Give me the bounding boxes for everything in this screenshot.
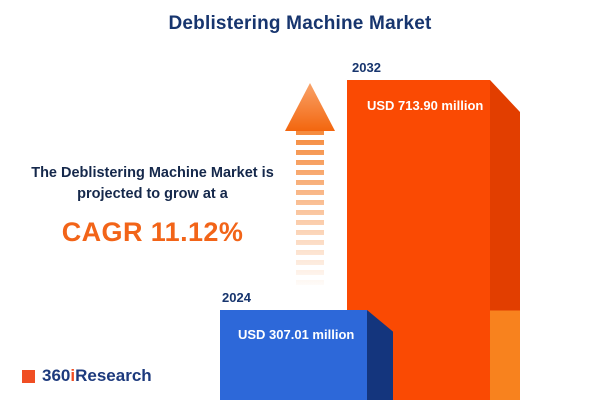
bar-2032-side-face xyxy=(490,80,520,400)
logo: 360iResearch xyxy=(22,366,152,386)
logo-text: 360iResearch xyxy=(42,366,152,386)
chart-title: Deblistering Machine Market xyxy=(168,13,432,34)
annotation-line-2: projected to grow at a xyxy=(77,186,228,203)
logo-text-prefix: 360 xyxy=(42,366,71,385)
annotation-block: The Deblistering Machine Market is proje… xyxy=(15,163,290,252)
growth-arrow-icon xyxy=(285,83,335,131)
logo-text-suffix: Research xyxy=(75,366,152,385)
annotation-line-1: The Deblistering Machine Market is xyxy=(31,165,274,181)
bar-2024: USD 307.01 million xyxy=(220,310,367,400)
bar-2032-value-label: USD 713.90 million xyxy=(367,98,484,113)
logo-text-i: i xyxy=(70,366,76,385)
bar-2024-year-label: 2024 xyxy=(222,290,251,305)
bar-2032-year-label: 2032 xyxy=(352,60,381,75)
growth-arrow-tail-icon xyxy=(296,130,324,290)
bar-2024-value-label: USD 307.01 million xyxy=(238,327,355,342)
cagr-value: CAGR 11.12% xyxy=(61,217,244,248)
logo-square-icon xyxy=(22,369,35,383)
